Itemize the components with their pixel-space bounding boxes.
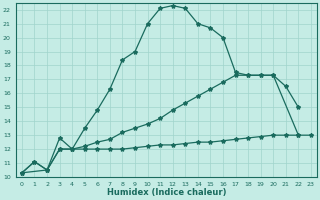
X-axis label: Humidex (Indice chaleur): Humidex (Indice chaleur) <box>107 188 226 197</box>
